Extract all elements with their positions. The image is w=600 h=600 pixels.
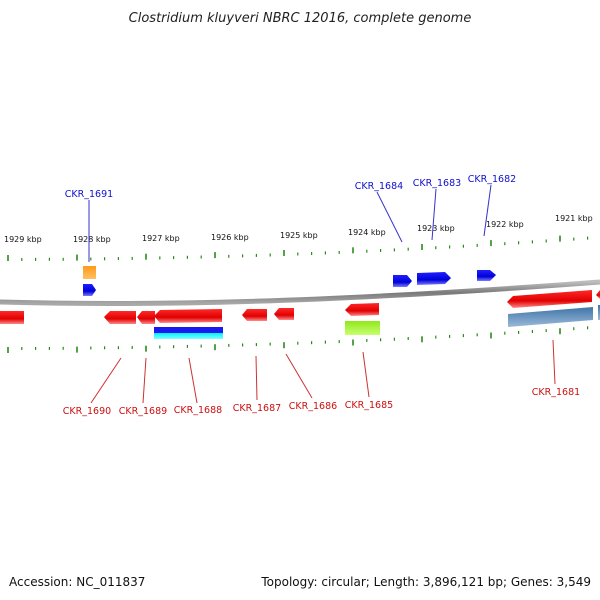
accession-text: Accession: NC_011837 (9, 575, 145, 589)
leader-line (431, 188, 437, 241)
gene-arrow-ckr-1686[interactable] (274, 308, 294, 320)
gene-arrow-ckr-1681[interactable] (507, 290, 592, 308)
genome-summary-text: Topology: circular; Length: 3,896,121 bp… (260, 575, 591, 589)
reverse-strand (0, 290, 600, 339)
leader-line (285, 353, 313, 399)
leader-line (376, 191, 403, 243)
gene-label[interactable]: CKR_1686 (289, 401, 337, 412)
gene-label[interactable]: CKR_1690 (63, 406, 111, 417)
gene-arrow-right-edge[interactable] (596, 290, 600, 299)
tick-label: 1922 kbp (486, 220, 524, 229)
gene-arrow-ckr-1685[interactable] (345, 303, 379, 316)
tick-label: 1921 kbp (555, 214, 593, 223)
leader-line (90, 357, 122, 404)
forward-strand (83, 266, 496, 296)
rrna-band[interactable] (154, 333, 223, 339)
kbp-labels: 1929 kbp 1928 kbp 1927 kbp 1926 kbp 1925… (4, 214, 593, 244)
gene-label[interactable]: CKR_1691 (65, 189, 113, 200)
leader-line (552, 339, 556, 385)
gene-arrow-ckr-1683[interactable] (417, 272, 451, 285)
tick-label: 1929 kbp (4, 235, 42, 244)
gene-label[interactable]: CKR_1682 (468, 174, 516, 185)
rrna-band[interactable] (154, 327, 223, 333)
tick-label: 1927 kbp (142, 234, 180, 243)
label-leaders (88, 184, 556, 404)
tick-label: 1928 kbp (73, 235, 111, 244)
tick-label: 1924 kbp (348, 228, 386, 237)
trna-feature[interactable] (83, 266, 96, 279)
tick-label: 1926 kbp (211, 233, 249, 242)
gene-label[interactable]: CKR_1689 (119, 406, 167, 417)
gene-label[interactable]: CKR_1685 (345, 400, 393, 411)
cds-band[interactable] (508, 307, 593, 327)
gene-arrow-ckr-1684[interactable] (393, 275, 412, 287)
misc-feature[interactable] (345, 321, 380, 335)
gene-arrow-ckr-1688[interactable] (154, 309, 222, 323)
gene-label[interactable]: CKR_1683 (413, 178, 461, 189)
leader-line (255, 355, 258, 401)
leader-line (188, 357, 198, 404)
leader-line (483, 184, 492, 237)
gene-arrow-left-edge[interactable] (0, 311, 24, 324)
inner-scale (7, 326, 589, 353)
tick-label: 1925 kbp (280, 231, 318, 240)
gene-arrow-ckr-1689[interactable] (137, 311, 155, 324)
outer-scale (7, 235, 589, 261)
gene-arrow-ckr-1687[interactable] (242, 309, 267, 321)
tick-label: 1923 kbp (417, 224, 455, 233)
gene-label[interactable]: CKR_1681 (532, 387, 580, 398)
genome-backbone (0, 279, 600, 307)
leader-line (362, 351, 370, 398)
gene-label[interactable]: CKR_1688 (174, 405, 222, 416)
gene-arrow-ckr-1682[interactable] (477, 270, 496, 281)
leader-line (142, 357, 147, 404)
gene-arrow-ckr-1690[interactable] (104, 311, 136, 324)
gene-label[interactable]: CKR_1687 (233, 403, 281, 414)
reverse-labels: CKR_1690 CKR_1689 CKR_1688 CKR_1687 CKR_… (63, 387, 580, 417)
genome-title: Clostridium kluyveri NBRC 12016, complet… (129, 11, 472, 26)
gene-label[interactable]: CKR_1684 (355, 181, 403, 192)
forward-labels: CKR_1691 CKR_1684 CKR_1683 CKR_1682 (65, 174, 516, 200)
gene-arrow-ckr-1691[interactable] (83, 284, 96, 296)
